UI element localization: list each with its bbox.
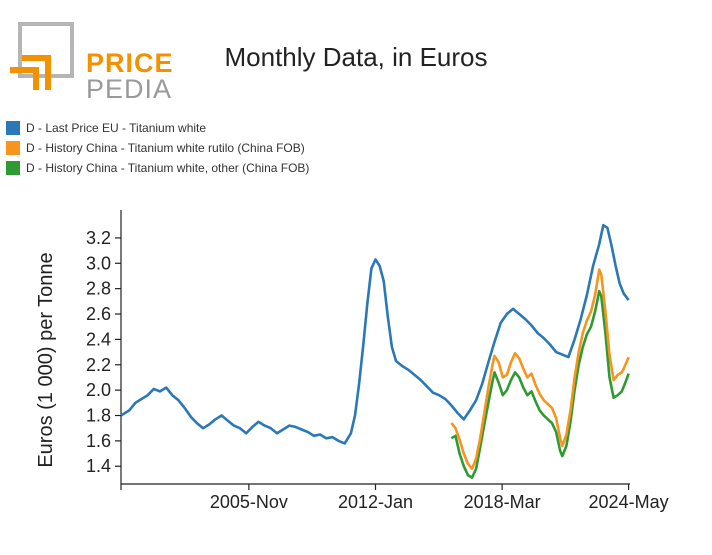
series-line-0 (120, 223, 630, 445)
series-line-1 (450, 268, 630, 471)
logo-mark-icon (10, 22, 74, 90)
legend-item-china-rutilo[interactable]: D - History China - Titanium white rutil… (6, 138, 309, 158)
legend-swatch-china-other (6, 161, 20, 175)
y-tick-label: 2.2 (86, 355, 111, 375)
y-tick-label: 2.6 (86, 304, 111, 324)
legend-label-china-rutilo: D - History China - Titanium white rutil… (26, 141, 305, 155)
y-tick-label: 2.4 (86, 329, 111, 349)
logo-word-pedia: PEDIA (86, 74, 173, 104)
y-tick-label: 3.0 (86, 253, 111, 273)
x-tick-label: 2024-May (589, 492, 669, 512)
x-tick-label: 2018-Mar (464, 492, 541, 512)
y-tick-label: 1.4 (86, 456, 111, 476)
legend-label-eu: D - Last Price EU - Titanium white (26, 121, 207, 135)
pricepedia-logo: PRICE PEDIA (8, 22, 173, 104)
y-tick-label: 1.6 (86, 431, 111, 451)
y-tick-label: 2.8 (86, 279, 111, 299)
y-tick-label: 2.0 (86, 380, 111, 400)
y-axis-label: Euros (1 000) per Tonne (35, 252, 57, 467)
y-tick-label: 1.8 (86, 406, 111, 426)
legend-label-china-other: D - History China - Titanium white, othe… (26, 161, 310, 175)
chart-axes: 1.4 1.6 1.8 2.0 2.2 2.4 2.6 2.8 3.0 3.2 2005-Nov 20… (86, 210, 669, 512)
legend-item-china-other[interactable]: D - History China - Titanium white, othe… (6, 158, 309, 178)
chart-title: Monthly Data, in Euros (224, 42, 488, 72)
x-tick-label: 2012-Jan (338, 492, 413, 512)
legend-item-eu[interactable]: D - Last Price EU - Titanium white (6, 118, 309, 138)
logo-word-price: PRICE (86, 48, 174, 78)
legend-swatch-eu (6, 121, 20, 135)
x-tick-label: 2005-Nov (210, 492, 288, 512)
legend-swatch-china-rutilo (6, 141, 20, 155)
y-tick-label: 3.2 (86, 228, 111, 248)
chart-plot-area (120, 223, 630, 479)
chart-legend: D - Last Price EU - Titanium white D - H… (6, 118, 309, 178)
series-line-2 (450, 289, 630, 479)
